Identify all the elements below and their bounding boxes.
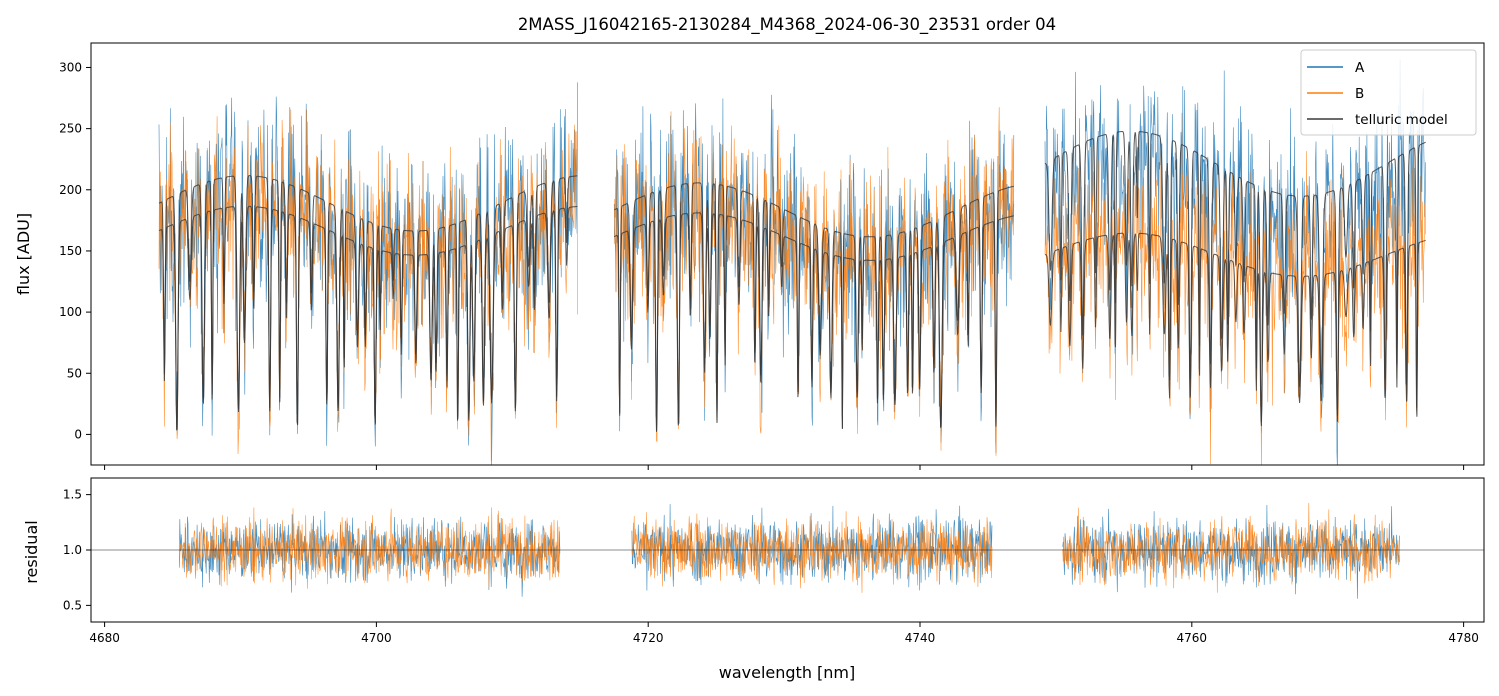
series-b-residual-line	[631, 511, 993, 593]
chart-title: 2MASS_J16042165-2130284_M4368_2024-06-30…	[518, 15, 1056, 35]
residual-y-ticks: 0.5 1.0 1.5	[63, 488, 91, 612]
y-tick-label: 200	[59, 183, 82, 197]
telluric-model-lines	[158, 131, 1426, 432]
y-tick-label: 0	[74, 427, 82, 441]
y-tick-label: 250	[59, 122, 82, 136]
x-axis-label: wavelength [nm]	[719, 663, 856, 682]
legend-label-telluric: telluric model	[1355, 112, 1448, 128]
spectrum-y-ticks: 0 50 100 150 200 250 300	[59, 60, 91, 441]
residual-y-label: residual	[22, 520, 41, 583]
y-tick-label: 1.5	[63, 488, 82, 502]
telluric-model-line	[1044, 131, 1426, 422]
y-tick-label: 0.5	[63, 598, 82, 612]
telluric-model-line	[614, 212, 1014, 432]
series-b-residual-line	[179, 507, 561, 589]
legend-box	[1300, 49, 1477, 136]
series-a-residual-line	[1062, 504, 1400, 599]
x-tick-label: 4760	[1177, 631, 1208, 645]
y-tick-label: 300	[59, 60, 82, 74]
telluric-model-line	[1044, 232, 1426, 427]
y-tick-label: 150	[59, 244, 82, 258]
y-tick-label: 50	[67, 366, 82, 380]
legend-label-a: A	[1355, 60, 1365, 76]
x-tick-label: 4700	[361, 631, 392, 645]
spectrum-y-label: flux [ADU]	[14, 213, 33, 295]
y-tick-label: 1.0	[63, 543, 82, 557]
legend-label-b: B	[1355, 86, 1364, 102]
telluric-model-line	[614, 182, 1014, 432]
spectrum-x-ticks	[104, 465, 1465, 470]
residual-x-ticks: 4680 4700 4720 4740 4760 4780	[89, 622, 1479, 645]
x-tick-label: 4720	[633, 631, 664, 645]
spectrum-panel: 0 50 100 150 200 250 300 flux [ADU] A B tellur…	[14, 42, 1485, 470]
spectrum-panel-frame	[90, 42, 1485, 466]
x-tick-label: 4680	[89, 631, 120, 645]
x-tick-label: 4740	[905, 631, 936, 645]
legend: A B telluric model	[1300, 49, 1477, 136]
series-b-residual	[179, 502, 1400, 593]
series-a-residual-line	[179, 511, 561, 597]
x-tick-label: 4780	[1448, 631, 1479, 645]
y-tick-label: 100	[59, 305, 82, 319]
series-b-line	[613, 107, 1015, 456]
telluric-model-line	[158, 205, 578, 431]
series-b-line	[158, 109, 578, 462]
series-b-residual-line	[1062, 502, 1400, 593]
residual-panel: 0.5 1.0 1.5 4680 4700 4720 4740 4760 4780 resid…	[22, 477, 1485, 682]
telluric-model-line	[158, 175, 578, 430]
